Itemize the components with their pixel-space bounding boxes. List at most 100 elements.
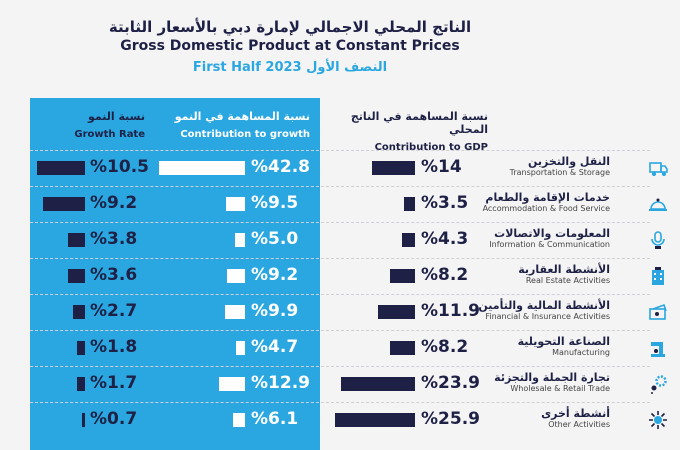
growth-bar: [42, 197, 85, 211]
sector-label: تجارة الجملة والتجزئة Wholesale & Retail…: [370, 371, 610, 393]
building-icon: [652, 267, 664, 285]
growth-bar: [68, 269, 85, 283]
sector-name-ar: المعلومات والاتصالات: [494, 227, 610, 240]
sector-name-en: Manufacturing: [552, 348, 610, 357]
sector-name-en: Transportation & Storage: [509, 168, 610, 177]
title-arabic: الناتج المحلي الاجمالي لإمارة دبي بالأسع…: [108, 18, 472, 36]
sector-label: الأنشطة المالية والتأمين Financial & Ins…: [370, 299, 610, 321]
sector-name-en: Financial & Insurance Activities: [485, 312, 610, 321]
gdp-bar: [389, 341, 415, 355]
sector-name-ar: الأنشطة العقارية: [518, 263, 610, 276]
contrib-value: %9.2: [251, 265, 299, 285]
gdp-bar: [404, 197, 415, 211]
row-divider: [30, 402, 650, 403]
contrib-bar: [226, 197, 245, 211]
sector-label: خدمات الإقامة والطعام Accommodation & Fo…: [370, 191, 610, 213]
row-divider: [30, 258, 650, 259]
contrib-value: %9.5: [251, 193, 299, 213]
sector-label: أنشطة أخرى Other Activities: [370, 407, 610, 429]
growth-value: %2.7: [90, 301, 138, 321]
contrib-bar: [219, 377, 245, 391]
table-row: %2.7 %9.9 %11.9 الأنشطة المالية والتأمين…: [30, 294, 667, 330]
row-divider: [30, 186, 650, 187]
growth-bar: [67, 233, 85, 247]
gdp-value: %25.9: [421, 409, 480, 429]
sector-name-en: Information & Communication: [489, 240, 610, 249]
header-growth: نسبة النمو Growth Rate: [40, 110, 145, 140]
sector-label: النقل والتخزين Transportation & Storage: [370, 155, 610, 177]
growth-value: %1.7: [90, 373, 138, 393]
gdp-bar: [371, 161, 415, 175]
contrib-value: %42.8: [251, 157, 310, 177]
row-divider: [30, 366, 650, 367]
table-row: %3.8 %5.0 %4.3 المعلومات والاتصالات Info…: [30, 222, 665, 258]
table-row: %3.6 %9.2 %8.2 الأنشطة العقارية Real Est…: [30, 258, 664, 294]
row-divider: [30, 330, 650, 331]
growth-bar: [81, 413, 85, 427]
money-icon: [649, 303, 667, 320]
sector-name-ar: الصناعة التحويلية: [517, 335, 610, 348]
sector-label: المعلومات والاتصالات Information & Commu…: [370, 227, 610, 249]
gdp-bar: [340, 377, 415, 391]
header-growth-ar: نسبة النمو: [88, 110, 145, 123]
growth-bar: [72, 305, 85, 319]
header-gdp: نسبة المساهمة في الناتج المحلي Contribut…: [320, 110, 488, 153]
gdp-bar: [401, 233, 415, 247]
cloche-icon: [649, 198, 667, 211]
truck-icon: [649, 162, 668, 176]
gdp-value: %8.2: [421, 337, 469, 357]
row-divider: [30, 294, 650, 295]
sector-name-en: Wholesale & Retail Trade: [510, 384, 610, 393]
sector-name-ar: الأنشطة المالية والتأمين: [478, 299, 610, 312]
sector-label: الأنشطة العقارية Real Estate Activities: [370, 263, 610, 285]
sector-name-en: Other Activities: [548, 420, 610, 429]
gdp-bar: [389, 269, 415, 283]
table-row: %9.2 %9.5 %3.5 خدمات الإقامة والطعام Acc…: [30, 186, 667, 222]
contrib-bar: [235, 341, 245, 355]
gdp-value: %4.3: [421, 229, 469, 249]
contrib-value: %12.9: [251, 373, 310, 393]
row-divider: [30, 150, 650, 151]
header-growth-en: Growth Rate: [74, 129, 145, 140]
gdp-bar: [378, 305, 415, 319]
header-gdp-en: Contribution to GDP: [374, 142, 488, 153]
growth-value: %3.8: [90, 229, 138, 249]
gdp-value: %8.2: [421, 265, 469, 285]
sector-name-en: Real Estate Activities: [525, 276, 610, 285]
sector-name-ar: النقل والتخزين: [528, 155, 610, 168]
contrib-bar: [226, 269, 245, 283]
contrib-value: %6.1: [251, 409, 299, 429]
sector-name-ar: خدمات الإقامة والطعام: [485, 191, 610, 204]
header-contrib-ar: نسبة المساهمة في النمو: [174, 110, 310, 123]
sector-name-ar: أنشطة أخرى: [541, 407, 610, 420]
table-row: %1.7 %12.9 %23.9 تجارة الجملة والتجزئة W…: [30, 366, 667, 402]
gdp-value: %14: [421, 157, 462, 177]
contrib-bar: [232, 413, 245, 427]
sector-name-ar: تجارة الجملة والتجزئة: [494, 371, 610, 384]
header-contrib-en: Contribution to growth: [180, 129, 310, 140]
growth-value: %0.7: [90, 409, 138, 429]
gdp-value: %23.9: [421, 373, 480, 393]
header-contrib: نسبة المساهمة في النمو Contribution to g…: [150, 110, 310, 140]
growth-value: %10.5: [90, 157, 149, 177]
gears-icon: [651, 375, 667, 394]
growth-bar: [76, 341, 85, 355]
contrib-bar: [235, 233, 245, 247]
table-row: %1.8 %4.7 %8.2 الصناعة التحويلية Manufac…: [30, 330, 665, 366]
contrib-value: %4.7: [251, 337, 299, 357]
sector-label: الصناعة التحويلية Manufacturing: [370, 335, 610, 357]
gdp-bar: [334, 413, 415, 427]
growth-value: %9.2: [90, 193, 138, 213]
growth-bar: [77, 377, 85, 391]
gdp-value: %3.5: [421, 193, 469, 213]
contrib-bar: [225, 305, 245, 319]
table-row: %0.7 %6.1 %25.9 أنشطة أخرى Other Activit…: [30, 402, 667, 438]
table-row: %10.5 %42.8 %14 النقل والتخزين Transport…: [30, 150, 668, 186]
header-gdp-ar: نسبة المساهمة في الناتج المحلي: [350, 110, 488, 136]
microphone-icon: [651, 231, 665, 249]
machine-icon: [651, 342, 665, 357]
contrib-value: %9.9: [251, 301, 299, 321]
contrib-bar: [159, 161, 245, 175]
title-english: Gross Domestic Product at Constant Price…: [120, 38, 460, 54]
subtitle: First Half 2023 النصف الأول: [192, 60, 388, 75]
